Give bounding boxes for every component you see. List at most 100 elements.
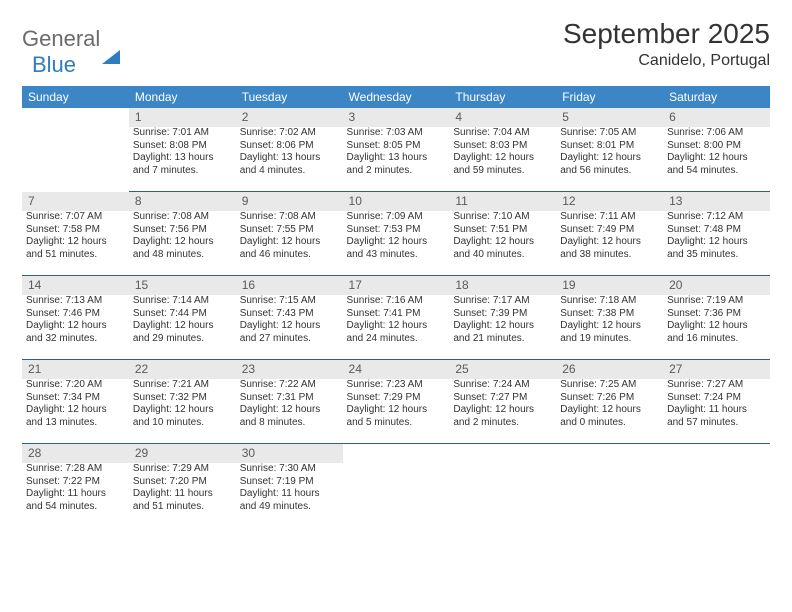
sunrise-text: Sunrise: 7:16 AM [347, 295, 446, 308]
day-number-cell: 6 [663, 108, 770, 127]
daylight-text: Daylight: 12 hours and 59 minutes. [453, 152, 552, 177]
day-content-cell: Sunrise: 7:09 AMSunset: 7:53 PMDaylight:… [343, 211, 450, 276]
day-number-cell: 10 [343, 192, 450, 212]
day-details: Sunrise: 7:13 AMSunset: 7:46 PMDaylight:… [26, 295, 125, 353]
day-content-cell: Sunrise: 7:15 AMSunset: 7:43 PMDaylight:… [236, 295, 343, 360]
sunset-text: Sunset: 8:08 PM [133, 140, 232, 153]
sunrise-text: Sunrise: 7:13 AM [26, 295, 125, 308]
day-number-cell [343, 444, 450, 464]
weekday-header: Sunday [22, 86, 129, 108]
logo: General Blue [22, 18, 120, 78]
day-number-cell: 7 [22, 192, 129, 212]
sunset-text: Sunset: 7:43 PM [240, 308, 339, 321]
day-content-cell: Sunrise: 7:28 AMSunset: 7:22 PMDaylight:… [22, 463, 129, 527]
day-number-cell: 14 [22, 276, 129, 296]
sunrise-text: Sunrise: 7:04 AM [453, 127, 552, 140]
day-content-row: Sunrise: 7:01 AMSunset: 8:08 PMDaylight:… [22, 127, 770, 192]
day-content-cell: Sunrise: 7:14 AMSunset: 7:44 PMDaylight:… [129, 295, 236, 360]
day-number-cell: 28 [22, 444, 129, 464]
day-content-cell [22, 127, 129, 192]
daylight-text: Daylight: 13 hours and 7 minutes. [133, 152, 232, 177]
sunrise-text: Sunrise: 7:18 AM [560, 295, 659, 308]
day-content-cell: Sunrise: 7:24 AMSunset: 7:27 PMDaylight:… [449, 379, 556, 444]
day-number-cell: 27 [663, 360, 770, 380]
month-title: September 2025 [563, 18, 770, 50]
day-number-cell: 21 [22, 360, 129, 380]
day-details: Sunrise: 7:20 AMSunset: 7:34 PMDaylight:… [26, 379, 125, 437]
daylight-text: Daylight: 12 hours and 19 minutes. [560, 320, 659, 345]
day-number-cell: 4 [449, 108, 556, 127]
logo-triangle-icon [102, 33, 120, 64]
day-content-cell [556, 463, 663, 527]
day-details: Sunrise: 7:30 AMSunset: 7:19 PMDaylight:… [240, 463, 339, 521]
day-content-cell: Sunrise: 7:11 AMSunset: 7:49 PMDaylight:… [556, 211, 663, 276]
sunrise-text: Sunrise: 7:03 AM [347, 127, 446, 140]
sunrise-text: Sunrise: 7:30 AM [240, 463, 339, 476]
sunrise-text: Sunrise: 7:06 AM [667, 127, 766, 140]
day-number-cell: 13 [663, 192, 770, 212]
day-content-cell: Sunrise: 7:03 AMSunset: 8:05 PMDaylight:… [343, 127, 450, 192]
empty-day [560, 463, 659, 521]
sunrise-text: Sunrise: 7:17 AM [453, 295, 552, 308]
sunrise-text: Sunrise: 7:07 AM [26, 211, 125, 224]
sunset-text: Sunset: 7:51 PM [453, 224, 552, 237]
sunset-text: Sunset: 7:36 PM [667, 308, 766, 321]
daylight-text: Daylight: 12 hours and 27 minutes. [240, 320, 339, 345]
calendar-header-row: SundayMondayTuesdayWednesdayThursdayFrid… [22, 86, 770, 108]
sunset-text: Sunset: 7:24 PM [667, 392, 766, 405]
sunset-text: Sunset: 7:48 PM [667, 224, 766, 237]
sunset-text: Sunset: 8:06 PM [240, 140, 339, 153]
daylight-text: Daylight: 12 hours and 35 minutes. [667, 236, 766, 261]
day-number-row: 14151617181920 [22, 276, 770, 296]
day-number-cell: 9 [236, 192, 343, 212]
day-details: Sunrise: 7:09 AMSunset: 7:53 PMDaylight:… [347, 211, 446, 269]
daylight-text: Daylight: 12 hours and 10 minutes. [133, 404, 232, 429]
day-details: Sunrise: 7:06 AMSunset: 8:00 PMDaylight:… [667, 127, 766, 185]
daylight-text: Daylight: 13 hours and 2 minutes. [347, 152, 446, 177]
day-content-cell: Sunrise: 7:01 AMSunset: 8:08 PMDaylight:… [129, 127, 236, 192]
day-content-cell: Sunrise: 7:20 AMSunset: 7:34 PMDaylight:… [22, 379, 129, 444]
daylight-text: Daylight: 11 hours and 51 minutes. [133, 488, 232, 513]
daylight-text: Daylight: 12 hours and 40 minutes. [453, 236, 552, 261]
day-details: Sunrise: 7:16 AMSunset: 7:41 PMDaylight:… [347, 295, 446, 353]
empty-day [453, 463, 552, 521]
day-content-cell: Sunrise: 7:07 AMSunset: 7:58 PMDaylight:… [22, 211, 129, 276]
day-number-cell: 24 [343, 360, 450, 380]
day-number-cell: 11 [449, 192, 556, 212]
day-number-cell: 23 [236, 360, 343, 380]
day-content-cell: Sunrise: 7:19 AMSunset: 7:36 PMDaylight:… [663, 295, 770, 360]
daylight-text: Daylight: 12 hours and 13 minutes. [26, 404, 125, 429]
day-content-cell: Sunrise: 7:18 AMSunset: 7:38 PMDaylight:… [556, 295, 663, 360]
sunset-text: Sunset: 7:56 PM [133, 224, 232, 237]
page-header: General Blue September 2025 Canidelo, Po… [22, 18, 770, 78]
day-content-cell: Sunrise: 7:13 AMSunset: 7:46 PMDaylight:… [22, 295, 129, 360]
weekday-header: Thursday [449, 86, 556, 108]
day-content-cell: Sunrise: 7:30 AMSunset: 7:19 PMDaylight:… [236, 463, 343, 527]
day-content-cell: Sunrise: 7:27 AMSunset: 7:24 PMDaylight:… [663, 379, 770, 444]
daylight-text: Daylight: 11 hours and 49 minutes. [240, 488, 339, 513]
weekday-header: Saturday [663, 86, 770, 108]
sunset-text: Sunset: 7:27 PM [453, 392, 552, 405]
day-details: Sunrise: 7:12 AMSunset: 7:48 PMDaylight:… [667, 211, 766, 269]
sunrise-text: Sunrise: 7:02 AM [240, 127, 339, 140]
sunrise-text: Sunrise: 7:01 AM [133, 127, 232, 140]
sunset-text: Sunset: 7:22 PM [26, 476, 125, 489]
day-details: Sunrise: 7:08 AMSunset: 7:56 PMDaylight:… [133, 211, 232, 269]
day-details: Sunrise: 7:18 AMSunset: 7:38 PMDaylight:… [560, 295, 659, 353]
day-details: Sunrise: 7:19 AMSunset: 7:36 PMDaylight:… [667, 295, 766, 353]
day-details: Sunrise: 7:01 AMSunset: 8:08 PMDaylight:… [133, 127, 232, 185]
day-details: Sunrise: 7:05 AMSunset: 8:01 PMDaylight:… [560, 127, 659, 185]
logo-word-1: General [22, 26, 100, 51]
daylight-text: Daylight: 12 hours and 24 minutes. [347, 320, 446, 345]
day-content-row: Sunrise: 7:13 AMSunset: 7:46 PMDaylight:… [22, 295, 770, 360]
daylight-text: Daylight: 11 hours and 57 minutes. [667, 404, 766, 429]
sunrise-text: Sunrise: 7:09 AM [347, 211, 446, 224]
weekday-header: Friday [556, 86, 663, 108]
day-content-cell: Sunrise: 7:10 AMSunset: 7:51 PMDaylight:… [449, 211, 556, 276]
day-content-row: Sunrise: 7:07 AMSunset: 7:58 PMDaylight:… [22, 211, 770, 276]
sunset-text: Sunset: 7:41 PM [347, 308, 446, 321]
calendar-page: General Blue September 2025 Canidelo, Po… [0, 0, 792, 537]
daylight-text: Daylight: 12 hours and 48 minutes. [133, 236, 232, 261]
day-number-cell: 20 [663, 276, 770, 296]
day-number-cell: 12 [556, 192, 663, 212]
